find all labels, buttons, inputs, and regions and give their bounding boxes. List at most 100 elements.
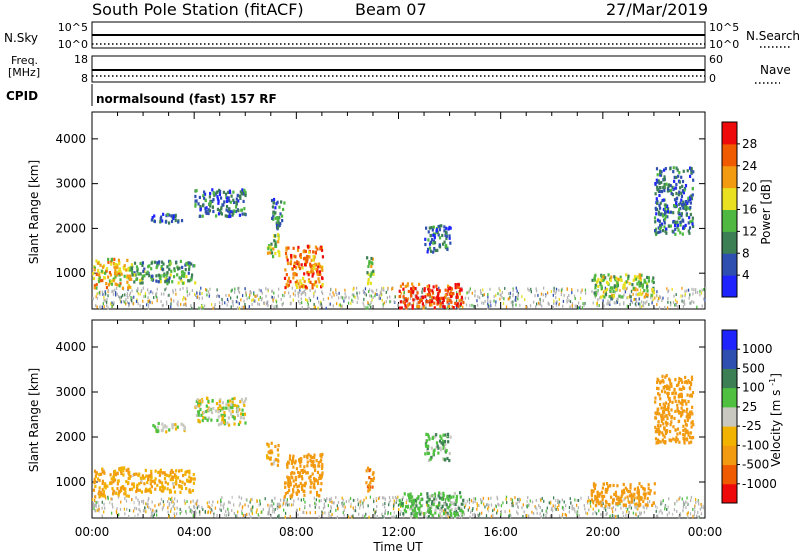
scatter-cell bbox=[679, 512, 681, 516]
scatter-cell bbox=[146, 502, 148, 506]
echo-cell bbox=[690, 194, 693, 198]
echo-cell bbox=[122, 469, 125, 473]
scatter-cell bbox=[410, 303, 413, 307]
scatter-cell bbox=[286, 498, 289, 502]
echo-cell bbox=[209, 199, 212, 203]
echo-cell bbox=[604, 289, 607, 293]
scatter-cell bbox=[506, 500, 508, 504]
echo-cell bbox=[310, 481, 313, 485]
scatter-cell bbox=[356, 294, 359, 298]
echo-cell bbox=[436, 230, 439, 234]
echo-cell bbox=[147, 265, 150, 269]
echo-cell bbox=[682, 226, 685, 230]
echo-cell bbox=[212, 192, 215, 196]
echo-cell bbox=[450, 507, 453, 511]
echo-cell bbox=[660, 414, 664, 418]
scatter-cell bbox=[336, 515, 339, 519]
echo-cell bbox=[662, 416, 665, 420]
echo-cell bbox=[309, 485, 312, 489]
echo-cell bbox=[126, 258, 129, 263]
scatter-cell bbox=[263, 301, 265, 305]
echo-cell bbox=[270, 242, 273, 246]
echo-cell bbox=[690, 393, 693, 397]
echo-cell bbox=[200, 413, 203, 417]
echo-cell bbox=[93, 477, 96, 482]
scatter-cell bbox=[641, 304, 643, 308]
echo-cell bbox=[226, 421, 229, 425]
scatter-cell bbox=[427, 507, 429, 511]
scatter-cell bbox=[490, 514, 493, 518]
echo-cell bbox=[681, 398, 684, 403]
echo-cell bbox=[120, 488, 123, 493]
echo-cell bbox=[118, 273, 121, 277]
echo-cell bbox=[209, 191, 212, 196]
scatter-cell bbox=[584, 291, 587, 295]
scatter-cell bbox=[584, 288, 587, 292]
echo-cell bbox=[133, 271, 136, 275]
echo-cell bbox=[668, 387, 671, 391]
echo-cell bbox=[171, 426, 174, 430]
scatter-cell bbox=[463, 505, 466, 509]
scatter-cell bbox=[497, 502, 499, 506]
scatter-cell bbox=[156, 287, 158, 291]
echo-cell bbox=[651, 279, 654, 283]
echo-cell bbox=[105, 267, 109, 271]
scatter-cell bbox=[131, 296, 134, 300]
echo-cell bbox=[230, 403, 233, 407]
echo-cell bbox=[237, 405, 240, 409]
scatter-cell bbox=[387, 512, 389, 516]
echo-cell bbox=[690, 197, 694, 201]
echo-cell bbox=[119, 270, 122, 274]
echo-cell bbox=[202, 415, 205, 420]
echo-cell bbox=[272, 214, 275, 218]
scatter-cell bbox=[693, 513, 695, 517]
echo-cell bbox=[307, 279, 311, 283]
nsky-top-tick: 10^5 bbox=[58, 21, 88, 34]
echo-cell bbox=[438, 501, 441, 505]
echo-cell bbox=[148, 487, 152, 491]
echo-cell bbox=[319, 247, 322, 251]
echo-cell bbox=[675, 166, 678, 170]
echo-cell bbox=[160, 264, 163, 269]
velocity-colorbar-swatch bbox=[722, 445, 737, 466]
echo-cell bbox=[415, 515, 418, 519]
scatter-cell bbox=[583, 304, 585, 308]
echo-cell bbox=[674, 409, 677, 413]
scatter-cell bbox=[152, 514, 154, 518]
echo-cell bbox=[98, 489, 101, 494]
echo-cell bbox=[369, 281, 373, 285]
echo-cell bbox=[647, 279, 650, 283]
echo-cell bbox=[435, 228, 439, 232]
scatter-cell bbox=[552, 289, 555, 293]
echo-cell bbox=[681, 202, 684, 207]
echo-cell bbox=[116, 482, 119, 486]
echo-cell bbox=[128, 472, 131, 477]
scatter-cell bbox=[666, 513, 669, 517]
echo-cell bbox=[656, 218, 660, 222]
echo-cell bbox=[675, 175, 678, 180]
echo-cell bbox=[431, 436, 434, 441]
scatter-cell bbox=[304, 500, 306, 504]
scatter-cell bbox=[662, 499, 664, 503]
scatter-cell bbox=[137, 292, 139, 296]
scatter-cell bbox=[530, 287, 532, 291]
echo-cell bbox=[302, 257, 306, 261]
echo-cell bbox=[446, 289, 450, 293]
echo-cell bbox=[659, 440, 662, 444]
echo-cell bbox=[430, 238, 434, 242]
scatter-cell bbox=[576, 498, 578, 502]
echo-cell bbox=[409, 492, 412, 496]
scatter-cell bbox=[225, 513, 228, 517]
echo-cell bbox=[443, 502, 446, 506]
scatter-cell bbox=[518, 500, 520, 504]
echo-cell bbox=[110, 279, 113, 283]
echo-cell bbox=[216, 418, 219, 423]
scatter-cell bbox=[659, 294, 661, 298]
echo-cell bbox=[366, 282, 370, 286]
echo-cell bbox=[664, 420, 668, 424]
scatter-cell bbox=[299, 301, 301, 305]
echo-cell bbox=[454, 282, 457, 287]
scatter-cell bbox=[684, 289, 686, 293]
scatter-cell bbox=[552, 496, 555, 500]
echo-cell bbox=[205, 211, 208, 215]
